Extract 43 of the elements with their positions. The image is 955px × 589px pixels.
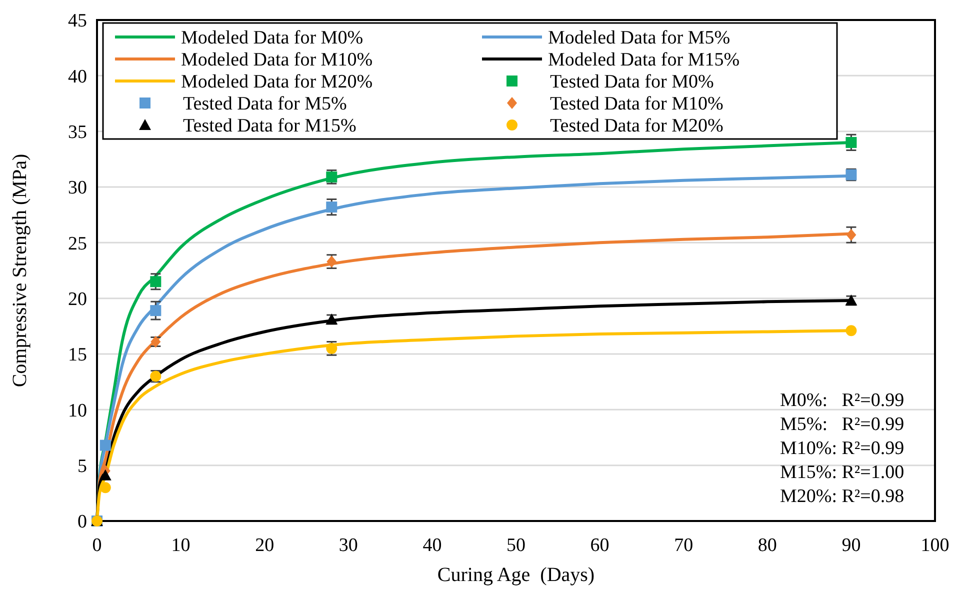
y-tick-label: 15 bbox=[68, 344, 87, 366]
annotation: M10%: R²=0.99 bbox=[780, 438, 904, 459]
x-tick-label: 30 bbox=[338, 535, 358, 556]
legend-label: Modeled Data for M0% bbox=[181, 28, 364, 49]
y-tick-label: 45 bbox=[68, 10, 87, 32]
annotation: M5%: R²=0.99 bbox=[780, 414, 904, 435]
legend-label: Tested Data for M10% bbox=[550, 94, 724, 115]
legend-label: Modeled Data for M15% bbox=[548, 50, 740, 71]
annotation: M20%: R²=0.98 bbox=[780, 486, 904, 507]
x-tick-label: 40 bbox=[422, 535, 442, 556]
y-tick-label: 35 bbox=[68, 122, 87, 143]
legend-label: Modeled Data for M20% bbox=[181, 72, 373, 93]
y-tick-label: 10 bbox=[68, 400, 87, 422]
y-tick-label: 40 bbox=[68, 66, 87, 88]
x-tick-label: 10 bbox=[171, 535, 190, 556]
legend-label: Tested Data for M0% bbox=[550, 72, 714, 93]
point bbox=[846, 325, 857, 336]
point bbox=[100, 482, 111, 494]
x-tick-label: 50 bbox=[506, 535, 526, 556]
x-tick-label: 100 bbox=[920, 535, 950, 556]
annotation: M0%: R²=0.99 bbox=[780, 390, 904, 411]
y-tick-label: 25 bbox=[68, 233, 87, 254]
annotation: M15%: R²=1.00 bbox=[780, 462, 904, 483]
y-tick-label: 0 bbox=[78, 512, 87, 533]
legend-label: Tested Data for M20% bbox=[550, 116, 724, 137]
y-tick-label: 30 bbox=[68, 178, 87, 199]
legend-label: Modeled Data for M5% bbox=[548, 28, 730, 49]
x-axis-title: Curing Age (Days) bbox=[437, 564, 595, 586]
point bbox=[100, 440, 111, 451]
legend-label: Tested Data for M5% bbox=[183, 94, 347, 115]
point bbox=[150, 305, 162, 316]
x-tick-label: 0 bbox=[92, 535, 102, 556]
x-tick-label: 90 bbox=[842, 535, 861, 556]
y-tick-label: 20 bbox=[68, 288, 87, 310]
x-tick-label: 20 bbox=[255, 535, 274, 556]
y-tick-label: 5 bbox=[78, 456, 87, 477]
legend-label: Modeled Data for M10% bbox=[181, 50, 373, 71]
x-tick-label: 60 bbox=[590, 535, 610, 556]
legend-label: Tested Data for M15% bbox=[183, 116, 356, 137]
y-axis-title: Compressive Strength (MPa) bbox=[9, 154, 31, 388]
x-tick-label: 80 bbox=[758, 535, 777, 556]
x-tick-label: 70 bbox=[674, 535, 694, 556]
point bbox=[99, 469, 112, 480]
